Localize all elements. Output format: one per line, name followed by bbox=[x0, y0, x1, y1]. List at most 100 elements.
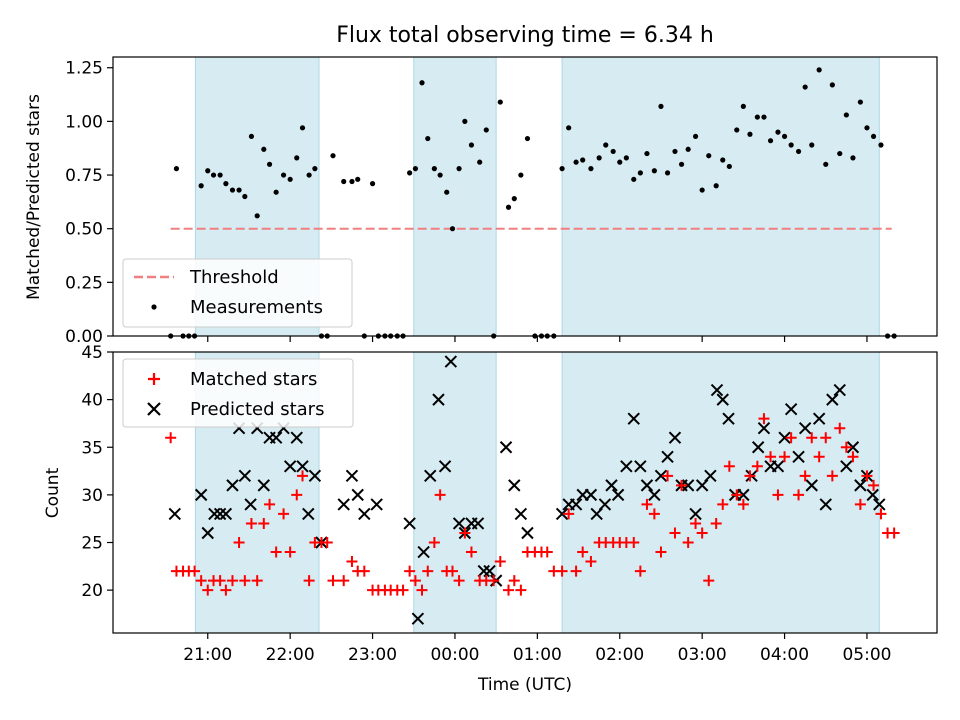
predicted-point bbox=[244, 498, 257, 511]
matched-point bbox=[446, 565, 458, 577]
measurement-point bbox=[280, 172, 287, 178]
measurement-point bbox=[407, 170, 413, 176]
measurement-point bbox=[431, 166, 437, 172]
bottom-axes-frame bbox=[112, 351, 938, 634]
top-panel: 0.00 0.25 0.50 0.75 1.00 1.25 Matched/Predict… bbox=[24, 56, 938, 347]
matched-point bbox=[785, 432, 797, 444]
matched-point bbox=[214, 575, 226, 587]
predicted-point bbox=[411, 612, 425, 625]
measurement-point bbox=[505, 204, 512, 210]
predicted-point bbox=[308, 469, 322, 483]
matched-point bbox=[648, 508, 660, 520]
predicted-point bbox=[226, 479, 239, 492]
bottom-y-tick-label: 40 bbox=[81, 391, 103, 411]
matched-point bbox=[820, 432, 832, 444]
predicted-point bbox=[771, 460, 785, 473]
matched-point bbox=[409, 575, 421, 587]
measurement-point bbox=[248, 133, 255, 140]
predicted-point bbox=[620, 460, 633, 473]
matched-point bbox=[251, 575, 263, 587]
matched-point bbox=[416, 584, 428, 596]
measurement-point bbox=[341, 178, 347, 185]
measurement-point bbox=[511, 196, 517, 202]
legend-measurements-label: Measurements bbox=[190, 297, 323, 318]
predicted-point bbox=[483, 564, 496, 578]
predicted-point bbox=[351, 488, 364, 502]
predicted-point bbox=[757, 421, 771, 435]
predicted-point bbox=[238, 469, 252, 483]
measurement-point bbox=[456, 166, 462, 172]
x-tick-label: 00:00 bbox=[430, 645, 479, 665]
matched-point bbox=[772, 489, 784, 501]
measurement-point bbox=[223, 181, 229, 187]
matched-point bbox=[239, 575, 251, 587]
matched-point bbox=[861, 470, 873, 482]
bottom-legend-box bbox=[122, 358, 354, 428]
measurement-point bbox=[596, 155, 602, 161]
matched-point bbox=[690, 517, 702, 529]
x-tick-label: 03:00 bbox=[678, 645, 727, 665]
predicted-point bbox=[499, 441, 513, 454]
matched-point bbox=[641, 498, 653, 510]
measurement-points bbox=[168, 67, 897, 339]
measurement-point bbox=[699, 187, 705, 193]
measurement-point bbox=[878, 142, 884, 148]
matched-point bbox=[503, 584, 515, 596]
predicted-point bbox=[452, 517, 466, 530]
matched-point bbox=[195, 575, 207, 587]
predicted-point bbox=[627, 412, 640, 425]
predicted-point bbox=[689, 507, 702, 521]
matched-point bbox=[515, 584, 527, 596]
matched-point bbox=[577, 546, 589, 558]
measurement-point bbox=[173, 166, 180, 172]
measurement-point bbox=[802, 84, 808, 90]
measurement-point bbox=[580, 157, 586, 163]
measurement-point bbox=[864, 125, 870, 131]
predicted-point bbox=[370, 498, 383, 511]
matched-point bbox=[245, 517, 257, 529]
matched-point bbox=[676, 479, 688, 491]
measurement-point bbox=[788, 142, 794, 148]
matched-point bbox=[840, 441, 852, 453]
measurement-point bbox=[217, 172, 223, 178]
predicted-point bbox=[345, 469, 359, 483]
top-y-axis-label: Matched/Predicted stars bbox=[24, 94, 44, 300]
measurement-point bbox=[809, 142, 815, 148]
measurement-point bbox=[294, 155, 300, 161]
legend-predicted-swatch bbox=[147, 402, 161, 416]
predicted-point bbox=[640, 479, 654, 492]
matched-point bbox=[220, 584, 232, 596]
predicted-point bbox=[438, 460, 452, 473]
matched-point bbox=[270, 546, 282, 558]
measurement-point bbox=[651, 168, 657, 174]
predicted-point bbox=[283, 460, 297, 473]
predicted-point bbox=[792, 450, 805, 463]
matched-point bbox=[703, 575, 715, 587]
matched-point bbox=[854, 498, 866, 510]
predicted-point bbox=[716, 393, 729, 406]
predicted-point bbox=[710, 383, 724, 397]
matched-point bbox=[508, 575, 520, 587]
measurement-point bbox=[761, 114, 767, 120]
measurement-point bbox=[449, 226, 456, 232]
predicted-point bbox=[471, 517, 485, 530]
predicted-point bbox=[201, 526, 214, 540]
matched-point bbox=[165, 432, 177, 444]
measurement-point bbox=[775, 129, 781, 135]
predicted-point bbox=[778, 431, 791, 444]
bottom-y-tick-label: 30 bbox=[81, 486, 103, 506]
matched-point bbox=[793, 489, 805, 501]
measurement-point bbox=[685, 146, 691, 152]
measurement-point bbox=[795, 148, 802, 155]
predicted-point bbox=[296, 460, 309, 473]
legend-threshold-label: Threshold bbox=[189, 267, 279, 288]
measurement-point bbox=[355, 176, 361, 182]
measurement-point bbox=[829, 82, 835, 88]
measurement-point bbox=[483, 127, 489, 133]
matched-point bbox=[297, 470, 309, 482]
matched-point bbox=[779, 451, 791, 463]
matched-point bbox=[751, 460, 763, 472]
matched-point bbox=[189, 565, 201, 577]
measurement-point bbox=[210, 172, 217, 178]
measurement-point bbox=[299, 125, 306, 131]
